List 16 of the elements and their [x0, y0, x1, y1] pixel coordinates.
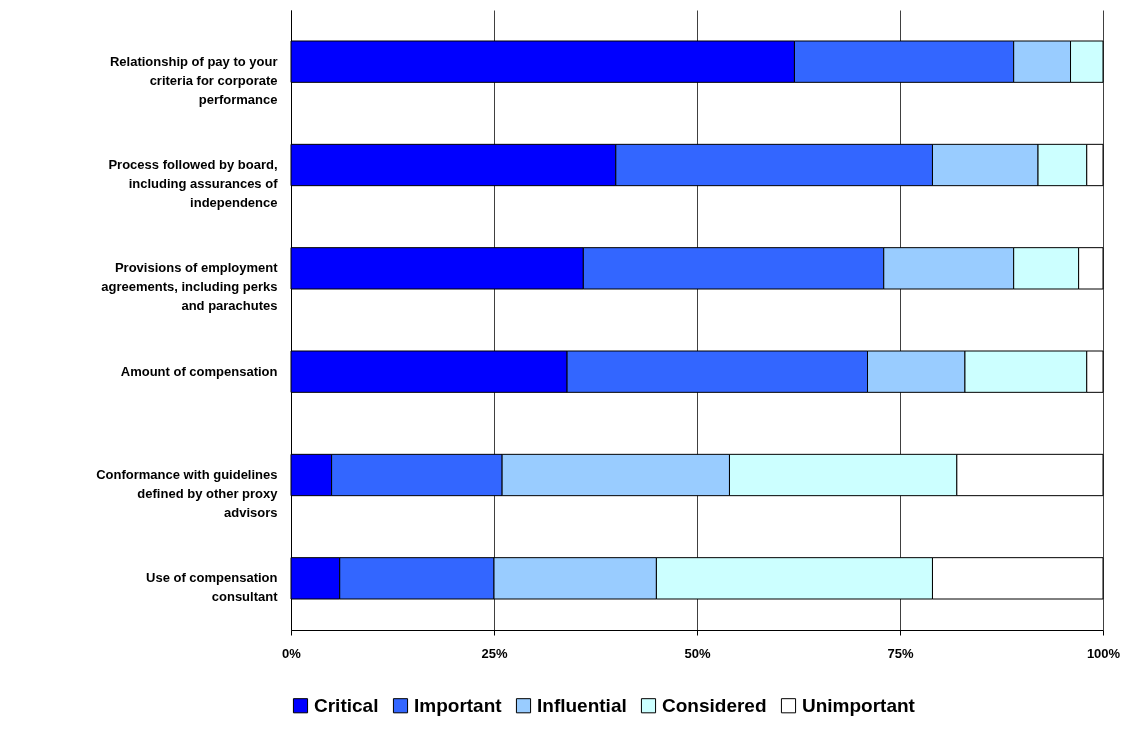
- legend-label: Important: [414, 694, 503, 716]
- x-tick-label: 0%: [282, 645, 302, 661]
- y-tick-label: Use of compensation consultant: [146, 570, 279, 605]
- x-tick-label: 100%: [1086, 645, 1121, 661]
- y-tick-label: Relationship of pay to your criteria for corporate performance: [109, 53, 278, 107]
- legend-label: Unimportant: [802, 694, 916, 716]
- legend-label: Influential: [537, 694, 627, 716]
- x-tick-label: 75%: [887, 645, 914, 661]
- y-tick-label: Provisions of employment agreements, including perks and parachutes: [101, 260, 279, 314]
- y-tick-label: Process followed by board, including assurances of independence: [108, 157, 279, 210]
- y-tick-label: Conformance with guidelines defined by other proxy advisors: [96, 467, 279, 520]
- x-tick-label: 50%: [684, 645, 711, 661]
- y-tick-label: Amount of compensation: [120, 363, 278, 379]
- legend-label: Considered: [662, 694, 767, 716]
- x-tick-label: 25%: [481, 645, 508, 661]
- legend-label: Critical: [314, 694, 379, 716]
